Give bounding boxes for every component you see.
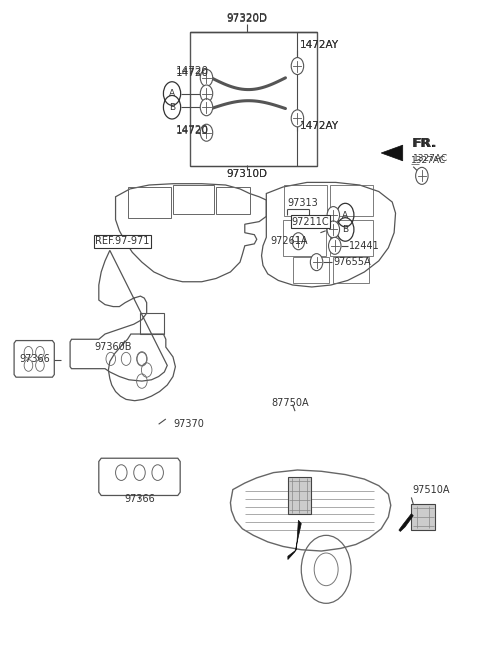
Text: 97211C: 97211C: [292, 217, 329, 227]
Text: 97655A: 97655A: [333, 257, 371, 267]
Circle shape: [200, 69, 213, 86]
Text: REF.97-971: REF.97-971: [96, 236, 150, 246]
Text: 14720: 14720: [175, 67, 208, 77]
Circle shape: [291, 110, 304, 127]
Text: A: A: [169, 89, 175, 98]
Text: 97360B: 97360B: [94, 342, 132, 352]
Text: 14720: 14720: [175, 126, 208, 136]
Text: 97510A: 97510A: [412, 485, 450, 495]
Text: 1472AY: 1472AY: [300, 40, 339, 50]
Text: 1327AC: 1327AC: [413, 155, 448, 163]
Text: FR.: FR.: [412, 137, 437, 150]
Text: 97261A: 97261A: [270, 236, 308, 246]
Text: 97320D: 97320D: [227, 14, 268, 24]
Bar: [190, 32, 317, 166]
Circle shape: [328, 237, 341, 254]
Bar: [284, 185, 327, 216]
Text: 1472AY: 1472AY: [300, 121, 339, 131]
Polygon shape: [399, 514, 413, 531]
Text: 97313: 97313: [287, 198, 318, 208]
Bar: [330, 185, 373, 216]
Bar: [411, 504, 435, 530]
Text: 97310D: 97310D: [227, 169, 268, 179]
Bar: [288, 477, 311, 514]
Text: 12441: 12441: [349, 241, 380, 251]
Circle shape: [200, 85, 213, 102]
Bar: [216, 187, 250, 214]
Circle shape: [327, 206, 339, 223]
Polygon shape: [381, 145, 403, 161]
Text: 97320D: 97320D: [227, 13, 268, 24]
Polygon shape: [288, 520, 301, 559]
Text: 97370: 97370: [173, 419, 204, 429]
Circle shape: [416, 168, 428, 184]
Text: 97366: 97366: [124, 494, 155, 504]
Circle shape: [200, 99, 213, 116]
Bar: [141, 313, 164, 334]
Bar: [333, 257, 369, 283]
Bar: [330, 219, 373, 255]
Text: B: B: [169, 103, 175, 112]
Text: 87750A: 87750A: [271, 398, 309, 407]
Text: 14720: 14720: [175, 125, 208, 135]
Text: 1327AC: 1327AC: [411, 156, 446, 164]
Text: A: A: [342, 210, 348, 219]
Text: FR.: FR.: [411, 137, 436, 150]
Bar: [128, 187, 170, 218]
Circle shape: [327, 221, 339, 238]
Circle shape: [292, 233, 305, 250]
Text: 1472AY: 1472AY: [300, 121, 339, 131]
Circle shape: [311, 253, 323, 271]
Text: 97366: 97366: [19, 354, 49, 364]
Circle shape: [291, 58, 304, 75]
Bar: [283, 219, 326, 255]
Bar: [173, 185, 214, 214]
Text: 14720: 14720: [175, 66, 208, 76]
Circle shape: [200, 124, 213, 141]
Text: B: B: [342, 225, 348, 234]
Bar: [293, 257, 328, 283]
Text: 1472AY: 1472AY: [300, 40, 339, 50]
Text: 97310D: 97310D: [227, 169, 268, 179]
